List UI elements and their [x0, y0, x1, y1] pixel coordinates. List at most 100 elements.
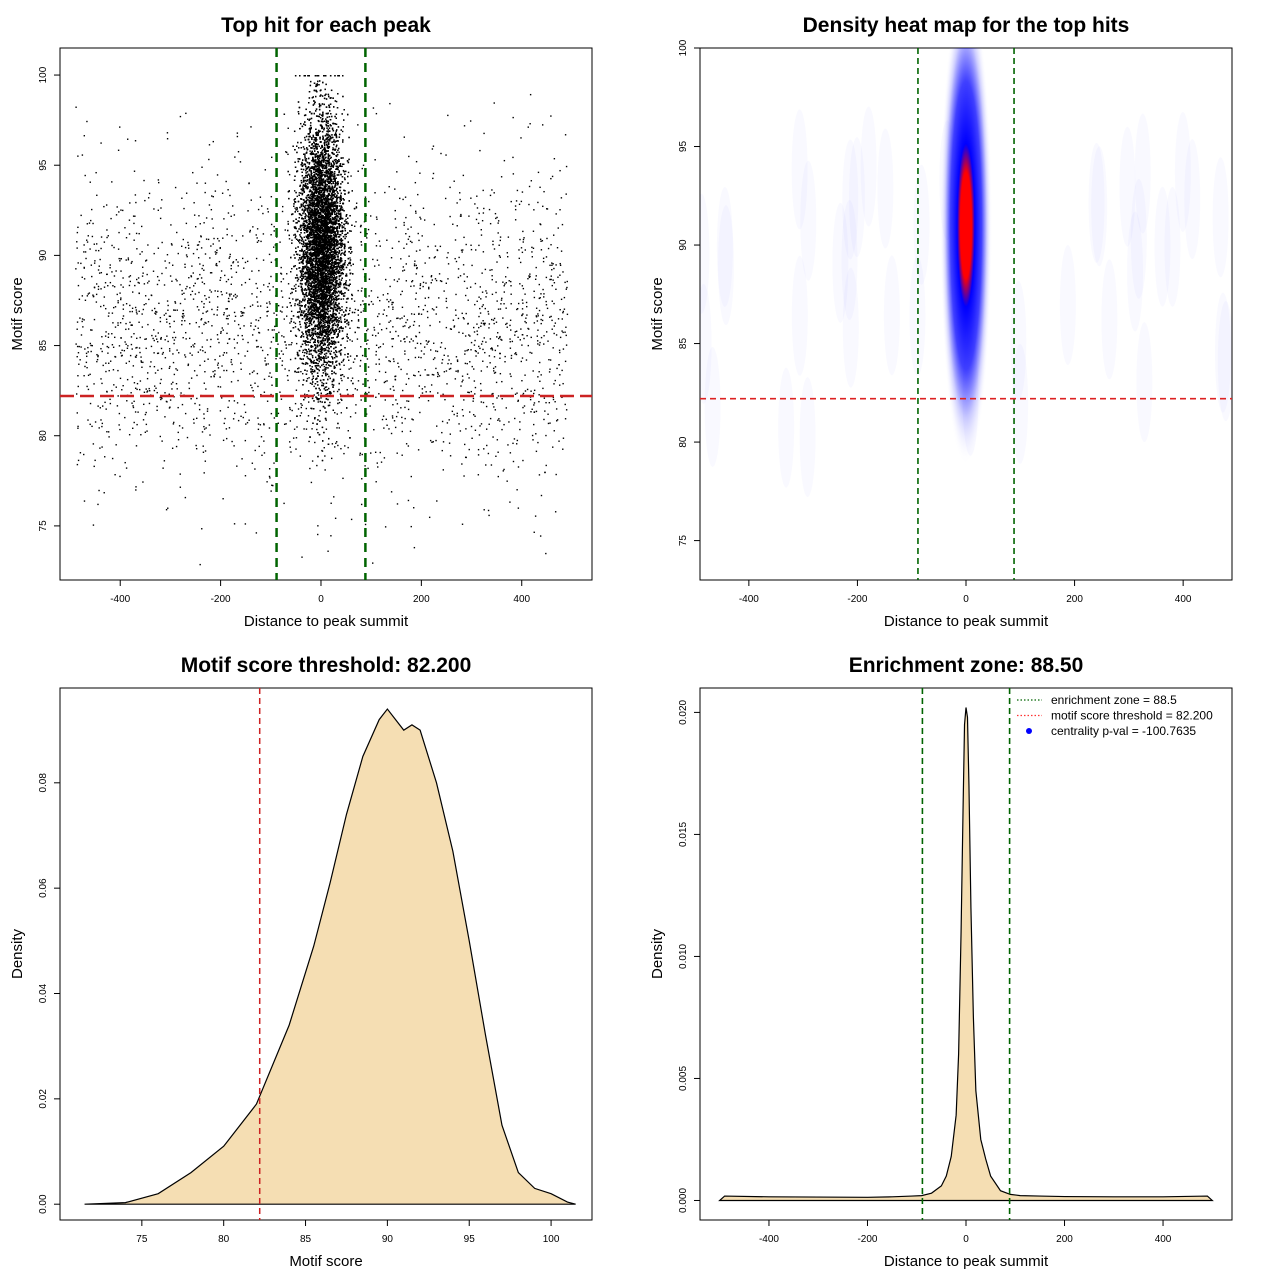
- data-point: [503, 468, 505, 471]
- data-point: [507, 444, 509, 446]
- data-point: [305, 361, 307, 364]
- data-point: [247, 210, 249, 212]
- data-point: [464, 350, 466, 352]
- data-point: [153, 389, 156, 392]
- data-point: [148, 298, 150, 301]
- data-point: [460, 215, 462, 217]
- data-point: [119, 428, 121, 431]
- data-point: [419, 284, 422, 287]
- data-point: [207, 358, 209, 360]
- data-point: [293, 190, 296, 192]
- data-point: [415, 210, 417, 212]
- data-point: [549, 422, 551, 424]
- data-point: [415, 264, 418, 267]
- data-point: [481, 219, 484, 222]
- data-point: [474, 350, 477, 352]
- data-point: [146, 430, 148, 432]
- data-point: [436, 375, 439, 378]
- data-point: [281, 311, 283, 313]
- data-point: [481, 291, 484, 293]
- data-point: [565, 165, 568, 168]
- data-point: [564, 360, 567, 363]
- data-point: [440, 342, 443, 344]
- data-point: [133, 382, 136, 384]
- data-point: [147, 323, 149, 326]
- data-point: [356, 338, 359, 340]
- data-point: [124, 416, 126, 419]
- data-point: [537, 313, 539, 315]
- data-point: [161, 440, 163, 442]
- data-point: [120, 270, 122, 272]
- data-point: [293, 285, 296, 287]
- data-point: [257, 208, 260, 211]
- data-point: [353, 311, 356, 314]
- data-point: [202, 312, 204, 315]
- data-point: [182, 238, 185, 241]
- data-point: [532, 230, 535, 232]
- data-point: [479, 307, 481, 310]
- data-point: [227, 297, 230, 300]
- data-point: [358, 327, 360, 329]
- data-point: [564, 403, 566, 406]
- data-point: [283, 502, 285, 505]
- data-point: [490, 318, 493, 321]
- data-point: [438, 297, 440, 299]
- data-point: [162, 467, 164, 469]
- data-point: [508, 421, 510, 423]
- data-point: [342, 337, 345, 339]
- data-point: [254, 449, 256, 452]
- data-point: [553, 302, 555, 305]
- data-point: [81, 295, 84, 297]
- data-point: [369, 215, 372, 217]
- data-point: [446, 383, 448, 385]
- data-point: [227, 278, 230, 281]
- data-point: [547, 422, 550, 425]
- data-point: [91, 425, 93, 428]
- data-point: [513, 438, 516, 440]
- data-point: [256, 296, 258, 298]
- data-point: [418, 356, 420, 358]
- data-point: [539, 535, 542, 537]
- data-point: [397, 362, 399, 364]
- data-point: [481, 272, 483, 274]
- data-point: [525, 359, 528, 361]
- data-point: [174, 336, 177, 339]
- data-point: [492, 243, 494, 246]
- data-point: [357, 289, 359, 292]
- data-point: [436, 350, 439, 353]
- data-point: [561, 330, 563, 332]
- data-point: [410, 313, 413, 315]
- data-point: [376, 315, 379, 318]
- data-point: [524, 293, 526, 295]
- data-point: [107, 352, 109, 354]
- data-point: [352, 361, 355, 363]
- data-point: [408, 235, 411, 238]
- data-point: [466, 349, 468, 352]
- data-point: [176, 369, 179, 371]
- data-point: [257, 240, 260, 242]
- data-point: [288, 344, 290, 346]
- data-point: [333, 496, 335, 498]
- data-point: [543, 397, 546, 399]
- data-point: [118, 231, 120, 234]
- data-point: [100, 305, 102, 308]
- data-point: [348, 359, 350, 361]
- data-point: [146, 273, 148, 276]
- data-point: [516, 439, 519, 442]
- data-point: [115, 214, 118, 216]
- data-point: [481, 340, 484, 343]
- data-point: [105, 307, 107, 310]
- data-point: [525, 301, 528, 304]
- data-point: [174, 309, 176, 311]
- data-point: [133, 170, 136, 172]
- data-point: [456, 360, 459, 363]
- data-point: [509, 338, 511, 340]
- data-point: [199, 563, 201, 566]
- data-point: [282, 278, 285, 280]
- data-point: [394, 218, 397, 220]
- data-point: [144, 431, 147, 433]
- data-point: [394, 375, 397, 377]
- data-point: [408, 255, 410, 257]
- data-point: [220, 270, 223, 272]
- data-point: [302, 349, 304, 352]
